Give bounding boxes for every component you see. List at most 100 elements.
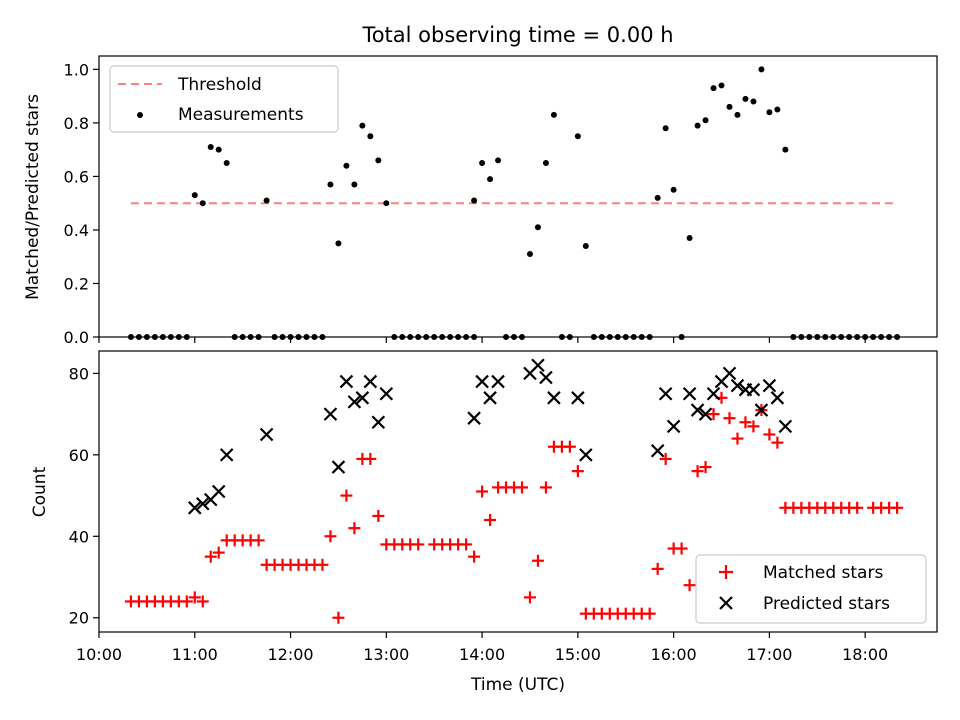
predicted-legend-swatch	[719, 596, 733, 610]
measurement-point	[223, 160, 230, 167]
matched-star-point	[763, 428, 776, 441]
matched-star-point	[188, 591, 201, 604]
measurement-point	[487, 176, 494, 183]
measurement-point	[734, 111, 741, 118]
bottom-x-tick-label: 12:00	[267, 645, 313, 664]
measurement-point	[550, 111, 557, 118]
chart-title: Total observing time = 0.00 h	[361, 23, 673, 47]
matched-star-point	[691, 465, 704, 478]
predicted-star-point	[355, 391, 370, 405]
measurement-point	[351, 181, 358, 188]
measurements-legend-label: Measurements	[178, 105, 304, 125]
bottom-y-tick-label: 60	[69, 446, 89, 465]
matched-star-point	[683, 579, 696, 592]
matched-star-point	[196, 595, 209, 608]
measurement-point	[534, 224, 541, 231]
predicted-star-point	[531, 358, 545, 373]
measurement-point	[742, 95, 749, 102]
measurement-point	[702, 117, 709, 124]
matched-star-point	[675, 542, 688, 555]
predicted-star-point	[571, 391, 585, 405]
measurement-point	[694, 122, 701, 129]
measurement-point	[471, 197, 478, 204]
matched-star-point	[180, 595, 193, 608]
matched-star-point	[699, 461, 712, 474]
predicted-star-point	[363, 374, 378, 389]
predicted-star-point	[778, 419, 793, 434]
predicted-star-point	[754, 403, 769, 417]
measurement-point	[574, 133, 581, 140]
top-y-tick-label: 0.4	[64, 221, 89, 240]
predicted-star-point	[195, 496, 210, 511]
measurement-point	[526, 251, 533, 258]
top-axes-frame	[98, 55, 938, 338]
predicted-star-point	[467, 411, 481, 425]
matched-star-point	[316, 558, 329, 571]
bottom-x-tick-label: 17:00	[746, 645, 792, 664]
matched-star-point	[324, 530, 337, 543]
bottom-x-tick-label: 13:00	[363, 645, 409, 664]
matched-star-point	[771, 436, 784, 449]
predicted-star-point	[706, 386, 721, 401]
matched-star-point	[252, 534, 265, 547]
measurement-point	[359, 122, 366, 129]
predicted-star-point	[762, 378, 777, 393]
measurement-point	[375, 157, 382, 164]
predicted-star-point	[658, 386, 673, 401]
measurement-point	[718, 82, 725, 89]
predicted-star-point	[323, 407, 338, 421]
predicted-star-point	[483, 391, 497, 405]
top-x-ticks	[98, 337, 866, 343]
top-y-tick-label: 0.2	[64, 274, 89, 293]
measurement-point	[582, 243, 589, 250]
measurement-point	[367, 133, 374, 140]
bottom-x-ticks: 10:00 11:00 12:00 13:00 14:00 15:00 16:00 17:00…	[76, 632, 888, 664]
predicted-star-point	[211, 484, 226, 499]
predicted-star-point	[770, 391, 785, 405]
measurement-point	[670, 186, 677, 193]
predicted-star-point	[666, 419, 681, 434]
predicted-star-point	[650, 443, 665, 458]
top-y-tick-label: 0.6	[64, 167, 89, 186]
top-panel: 0.0 0.2 0.4 0.6 0.8 1.0 Matched/Predicted sta…	[23, 55, 938, 347]
predicted-legend-label: Predicted stars	[763, 594, 890, 614]
measurement-point	[662, 125, 669, 132]
measurement-point	[199, 200, 206, 207]
predicted-star-point	[690, 403, 705, 417]
bottom-x-tick-label: 16:00	[651, 645, 697, 664]
predicted-star-point	[579, 448, 593, 462]
matched-star-point	[851, 501, 864, 514]
predicted-star-point	[539, 370, 553, 385]
matched-star-point	[364, 452, 377, 465]
bottom-y-tick-label: 80	[69, 364, 89, 383]
predicted-star-point	[259, 427, 274, 442]
measurement-point	[191, 192, 198, 199]
measurement-point	[263, 197, 270, 204]
matched-star-point	[539, 481, 552, 494]
threshold-legend-label: Threshold	[177, 75, 262, 95]
matched-star-point	[212, 546, 225, 559]
matched-star-point	[372, 509, 385, 522]
measurement-point	[710, 85, 717, 92]
bottom-y-axis-label: Count	[30, 466, 50, 517]
bottom-x-tick-label: 14:00	[459, 645, 505, 664]
matched-star-point	[476, 485, 489, 498]
measurement-point	[766, 109, 773, 116]
measurement-point	[327, 181, 334, 188]
measurement-point	[495, 157, 502, 164]
measurement-point	[782, 146, 789, 153]
measurement-point	[343, 162, 350, 169]
bottom-axes-frame	[98, 350, 938, 633]
measurement-point	[215, 146, 222, 153]
matched-star-point	[707, 408, 720, 421]
matched-star-point	[747, 420, 760, 433]
top-y-tick-label: 1.0	[64, 60, 89, 79]
bottom-legend: Matched stars Predicted stars	[695, 554, 927, 624]
bottom-y-tick-label: 20	[69, 609, 89, 628]
matched-star-point	[651, 562, 664, 575]
measurement-point	[479, 160, 486, 167]
measurement-point	[750, 98, 757, 105]
bottom-y-tick-label: 40	[69, 527, 89, 546]
